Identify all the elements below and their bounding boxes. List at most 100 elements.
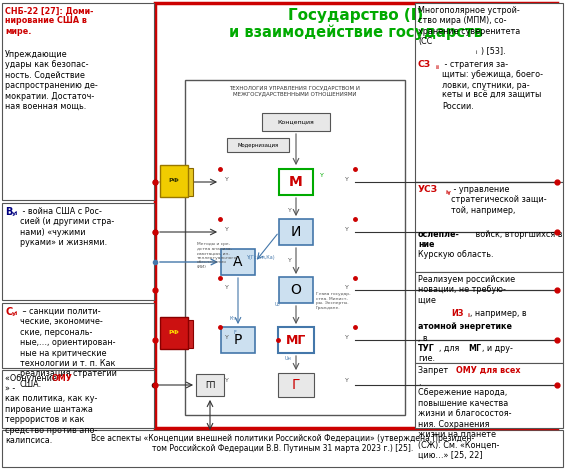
Text: iγ: iγ [445, 190, 451, 195]
Text: i: i [476, 50, 477, 55]
Bar [227, 138, 289, 152]
Text: Концепция: Концепция [277, 119, 314, 125]
Text: , для: , для [439, 344, 462, 353]
Text: Y: Y [225, 227, 229, 232]
Text: Y: Y [345, 335, 349, 340]
Text: Р: Р [234, 333, 242, 347]
Text: О: О [290, 283, 302, 297]
Text: ГП: ГП [205, 381, 215, 390]
Bar [160, 317, 188, 349]
Text: Y: Y [288, 208, 292, 213]
Bar [415, 3, 563, 182]
Text: Реализуем российские
новации, не требую-
щие: Реализуем российские новации, не требую-… [418, 275, 515, 305]
Bar [279, 219, 313, 245]
Text: Глава государ-
ства. Минист-
ры. Эксперты.
Граждане.: Глава государ- ства. Минист- ры. Эксперт… [316, 292, 351, 310]
Bar [415, 363, 563, 428]
Text: ОМУ: ОМУ [52, 374, 73, 383]
Text: С: С [5, 307, 12, 317]
Text: Все аспекты «Концепции внешней политики Российской Федерации» (утверждена Презид: Все аспекты «Концепции внешней политики … [91, 434, 474, 454]
Text: U₀: U₀ [275, 302, 280, 307]
Bar [196, 374, 224, 396]
Text: Г: Г [292, 378, 300, 392]
Text: А: А [233, 255, 243, 269]
Text: атомной энергетике: атомной энергетике [418, 322, 512, 331]
Text: Y(Гс,Кн,Ка): Y(Гс,Кн,Ка) [246, 255, 275, 260]
Text: Запрет: Запрет [418, 366, 451, 375]
Text: Y: Y [345, 285, 349, 290]
Text: , и дру-: , и дру- [482, 344, 513, 353]
Text: СНБ-22 [27]: Доми-
нирование США в
мире.: СНБ-22 [27]: Доми- нирование США в мире. [5, 6, 93, 36]
Text: И: И [291, 225, 301, 239]
Text: Y: Y [288, 258, 292, 263]
Text: ii: ii [436, 65, 440, 70]
Text: i: i [467, 313, 469, 318]
Bar [167, 320, 193, 348]
Text: РФ: РФ [168, 179, 179, 183]
Text: СЗ: СЗ [418, 60, 431, 69]
Text: «Обнуление: «Обнуление [5, 374, 59, 383]
Text: Y: Y [345, 227, 349, 232]
Text: Y: Y [320, 173, 324, 178]
Text: ) [53].: ) [53]. [481, 47, 506, 56]
Text: ТУГ: ТУГ [418, 344, 435, 353]
Text: F: F [234, 330, 237, 335]
Bar [167, 168, 193, 196]
Bar [2, 203, 154, 300]
Bar [155, 3, 557, 428]
Bar [415, 272, 563, 363]
Text: МГ: МГ [468, 344, 481, 353]
Bar [279, 169, 313, 195]
Text: yi: yi [12, 211, 18, 216]
Text: Y: Y [225, 177, 229, 182]
Text: Кⁿₘ: Кⁿₘ [229, 316, 237, 321]
Bar [278, 373, 314, 397]
Text: - стратегия за-
щиты: убежища, боего-
ловки, спутники, ра-
кеты и всё для защиты: - стратегия за- щиты: убежища, боего- ло… [442, 60, 543, 110]
Text: РФ: РФ [168, 330, 179, 336]
Bar [415, 182, 563, 272]
Text: - война США с Рос-
сией (и другими стра-
нами) «чужими
руками» и жизнями.: - война США с Рос- сией (и другими стра-… [20, 207, 114, 247]
Text: Многополярное устрой-
ство мира (МПМ), со-
хранение суверенитета
(СС: Многополярное устрой- ство мира (МПМ), с… [418, 6, 520, 46]
Bar [221, 249, 255, 275]
Bar [279, 277, 313, 303]
Text: Uн: Uн [285, 356, 292, 361]
Text: Y: Y [225, 335, 229, 340]
Text: УСЗ: УСЗ [418, 185, 438, 194]
Text: Y: Y [345, 378, 349, 383]
Text: – санкции полити-
ческие, экономиче-
ские, персональ-
ные,…, ориентирован-
ные н: – санкции полити- ческие, экономиче- ски… [20, 307, 117, 389]
Text: .
Сбережение народа,
повышение качества
жизни и благосостоя-
ния. Сохранения
жиз: . Сбережение народа, повышение качества … [418, 378, 511, 460]
Text: Методы и сре-
дства анализа,
имитации, ин-
теллектуального
обеспечения
(ИИ): Методы и сре- дства анализа, имитации, и… [197, 242, 237, 269]
Text: В: В [5, 207, 12, 217]
Bar [2, 430, 563, 467]
Text: гие.: гие. [418, 354, 435, 363]
Bar [2, 370, 154, 428]
Text: ТЕХНОЛОГИЯ УПРАВЛЕНИЯ ГОСУДАРСТВОМ И
МЕЖГОСУДАРСТВЕННЫМИ ОТНОШЕНИЯМИ: ТЕХНОЛОГИЯ УПРАВЛЕНИЯ ГОСУДАРСТВОМ И МЕЖ… [229, 85, 360, 96]
Text: ослепле-
ние: ослепле- ние [418, 230, 460, 250]
Text: Y: Y [225, 378, 229, 383]
Text: М: М [289, 175, 303, 189]
Text: , например, в: , например, в [470, 309, 527, 318]
Text: , в: , в [418, 334, 428, 343]
Bar [160, 165, 188, 197]
Text: Y: Y [345, 177, 349, 182]
Text: » -
как политика, как ку-
пирование шантажа
террористов и как
средство против ап: » - как политика, как ку- пирование шант… [5, 384, 97, 445]
Bar [185, 80, 405, 415]
Text: yi: yi [12, 311, 18, 316]
Text: ОМУ для всех: ОМУ для всех [456, 366, 520, 375]
Text: Упреждающие
удары как безопас-
ность. Содействие
распространению де-
мократии. Д: Упреждающие удары как безопас- ность. Со… [5, 50, 98, 111]
Text: - управление
стратегической защи-
той, например,: - управление стратегической защи- той, н… [451, 185, 546, 215]
Bar [2, 3, 154, 200]
Bar [221, 327, 255, 353]
Text: ИЗ: ИЗ [451, 309, 463, 318]
Bar [262, 113, 330, 131]
Bar [278, 327, 314, 353]
Text: МГ: МГ [286, 334, 306, 346]
Text: Государство (I): Государство (I) [288, 8, 424, 23]
Text: и взаимодействие государств: и взаимодействие государств [229, 25, 483, 40]
Text: ⚔: ⚔ [175, 329, 185, 339]
Text: Модернизация: Модернизация [237, 142, 279, 148]
Text: ⚔: ⚔ [175, 177, 185, 187]
Bar [2, 303, 154, 368]
Text: войск, вторгшихся в: войск, вторгшихся в [473, 230, 563, 239]
Text: Y: Y [225, 285, 229, 290]
Text: Курскую область.: Курскую область. [418, 250, 493, 259]
